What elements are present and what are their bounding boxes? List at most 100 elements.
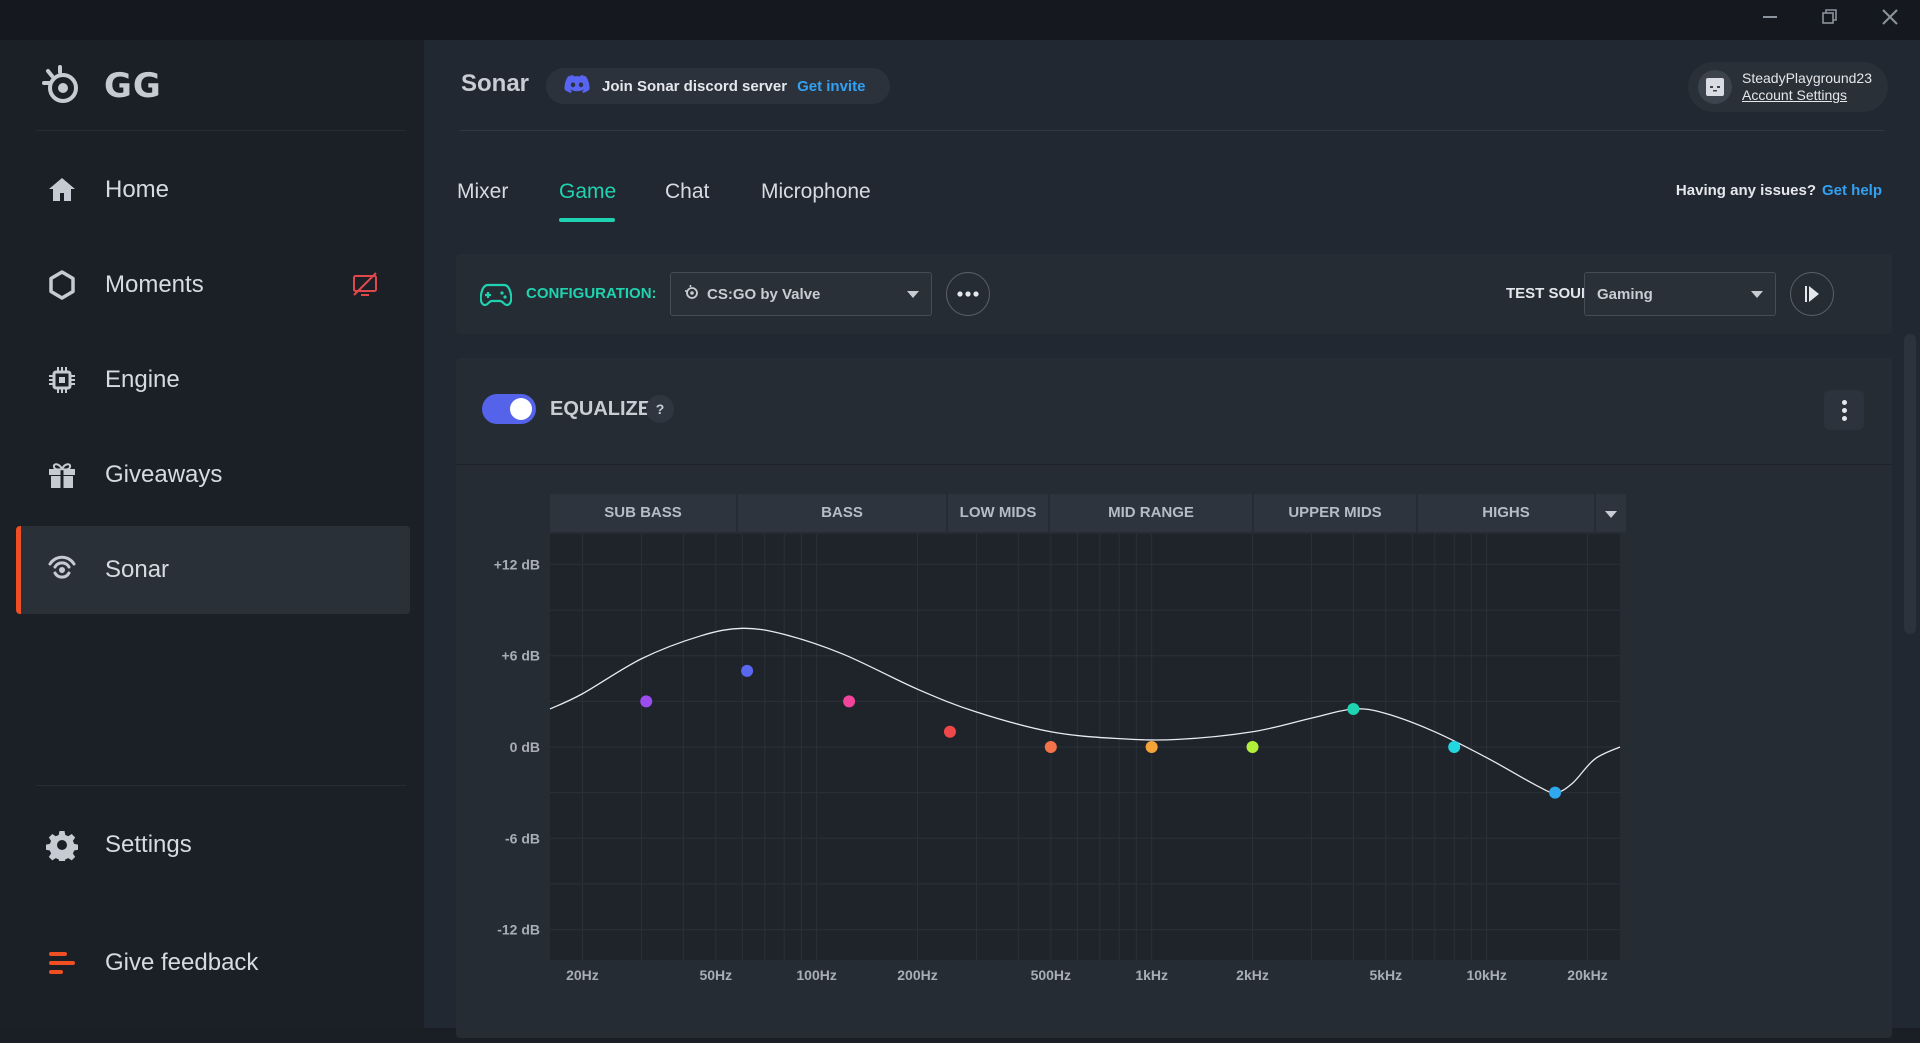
configuration-label: CONFIGURATION: [526, 285, 657, 302]
chevron-down-icon [907, 291, 919, 298]
help-text: Having any issues? Get help [1676, 182, 1882, 199]
gift-icon [44, 457, 80, 493]
sidebar-item-settings[interactable]: Settings [16, 801, 410, 889]
equalizer-chart[interactable]: +12 dB +6 dB 0 dB -6 dB -12 dB 20Hz 50Hz 100Hz 2… [456, 534, 1892, 1038]
equalizer-plot[interactable]: +12 dB +6 dB 0 dB -6 dB -12 dB 20Hz 50Hz 100Hz 2… [456, 534, 1892, 1038]
account-widget[interactable]: SteadyPlayground23 Account Settings [1688, 62, 1888, 112]
sidebar-item-label: Moments [105, 271, 204, 298]
sidebar-item-label: Engine [105, 366, 180, 393]
eq-band-point[interactable] [943, 725, 956, 738]
minimize-icon[interactable] [1750, 6, 1790, 34]
account-settings-link[interactable]: Account Settings [1742, 87, 1848, 103]
sidebar-item-sonar[interactable]: Sonar [16, 526, 410, 614]
discord-icon [564, 74, 590, 98]
sidebar-item-label: Giveaways [105, 461, 223, 488]
restore-icon[interactable] [1810, 6, 1850, 34]
configuration-value: CS:GO by Valve [707, 285, 821, 303]
sidebar-divider [36, 785, 406, 786]
gamepad-icon [479, 280, 513, 313]
eq-band-point[interactable] [1246, 741, 1259, 753]
configuration-select[interactable]: CS:GO by Valve [670, 272, 932, 316]
screen-off-icon [351, 271, 379, 304]
band-dropdown-button[interactable] [1596, 494, 1626, 532]
eq-band-point[interactable] [1448, 741, 1461, 753]
band-header[interactable]: LOW MIDS [948, 494, 1048, 532]
discord-text: Join Sonar discord server [602, 77, 788, 95]
toggle-knob [510, 398, 532, 420]
scrollbar[interactable] [1904, 334, 1916, 634]
page-title: Sonar [461, 70, 530, 97]
test-sound-label: TEST SOUND [1506, 285, 1603, 302]
x-tick-label: 20kHz [1567, 967, 1607, 983]
close-icon[interactable] [1870, 6, 1910, 34]
header-divider [460, 130, 1884, 131]
get-invite-link[interactable]: Get invite [797, 77, 866, 95]
sidebar-item-giveaways[interactable]: Giveaways [16, 431, 410, 519]
more-horizontal-icon [957, 291, 979, 297]
gear-icon [44, 827, 80, 863]
x-tick-label: 10kHz [1466, 967, 1506, 983]
eq-band-point[interactable] [640, 695, 653, 708]
equalizer-title: EQUALIZER [550, 398, 666, 420]
band-header[interactable]: UPPER MIDS [1254, 494, 1416, 532]
account-name: SteadyPlayground23 [1742, 70, 1872, 86]
band-header[interactable]: BASS [738, 494, 946, 532]
y-tick-label: +12 dB [494, 556, 540, 572]
band-header[interactable]: SUB BASS [550, 494, 736, 532]
discord-banner[interactable]: Join Sonar discord server Get invite [546, 68, 890, 104]
x-tick-label: 50Hz [699, 967, 732, 983]
test-sound-value: Gaming [1597, 285, 1653, 303]
test-sound-select[interactable]: Gaming [1584, 272, 1776, 316]
sidebar-item-label: Home [105, 176, 170, 203]
avatar [1698, 70, 1732, 104]
equalizer-toggle[interactable] [482, 394, 536, 424]
equalizer-help-badge[interactable]: ? [646, 395, 674, 423]
get-help-link[interactable]: Get help [1821, 182, 1882, 199]
steelseries-logo-icon [42, 65, 78, 103]
more-options-button[interactable] [946, 272, 990, 316]
eq-band-point[interactable] [1549, 786, 1562, 799]
y-tick-label: -12 dB [497, 922, 540, 938]
x-tick-label: 200Hz [897, 967, 937, 983]
active-tab-indicator [559, 218, 615, 222]
tab-chat[interactable]: Chat [665, 180, 710, 203]
equalizer-panel: EQUALIZER ? SUB BASS BASS LOW MIDS MID R… [456, 358, 1892, 1038]
app-logo[interactable]: GG [40, 64, 162, 108]
chevron-down-icon [1751, 291, 1763, 298]
x-tick-label: 5kHz [1369, 967, 1402, 983]
sidebar-item-label: Sonar [105, 556, 170, 583]
sidebar-item-label: Give feedback [105, 949, 259, 976]
home-icon [44, 172, 80, 208]
play-test-sound-button[interactable] [1790, 272, 1834, 316]
steelseries-small-icon [683, 284, 699, 304]
y-tick-label: 0 dB [510, 739, 540, 755]
help-question: Having any issues? [1675, 182, 1816, 199]
eq-band-point[interactable] [1347, 702, 1360, 715]
band-header[interactable]: HIGHS [1418, 494, 1594, 532]
sidebar-item-label: Settings [105, 831, 192, 858]
tab-game[interactable]: Game [559, 180, 617, 203]
equalizer-divider [456, 464, 1892, 465]
eq-band-point[interactable] [1044, 741, 1057, 753]
sidebar-item-home[interactable]: Home [16, 146, 410, 234]
y-tick-label: +6 dB [501, 648, 540, 664]
main-content: Sonar Join Sonar discord server Get invi… [424, 40, 1920, 1038]
eq-band-point[interactable] [1145, 741, 1158, 753]
eq-response-curve [549, 627, 1621, 794]
sidebar-item-engine[interactable]: Engine [16, 336, 410, 424]
tab-mixer[interactable]: Mixer [457, 180, 509, 203]
sidebar: GG Home Moments Engine [0, 40, 424, 1028]
logo-text: GG [104, 66, 162, 106]
hexagon-icon [44, 267, 80, 303]
sidebar-item-moments[interactable]: Moments [16, 241, 410, 329]
x-tick-label: 500Hz [1031, 967, 1071, 983]
tab-microphone[interactable]: Microphone [761, 180, 871, 203]
eq-band-point[interactable] [741, 664, 754, 677]
y-tick-label: -6 dB [505, 830, 540, 846]
equalizer-menu-button[interactable] [1824, 390, 1864, 430]
band-header[interactable]: MID RANGE [1050, 494, 1252, 532]
sidebar-item-feedback[interactable]: Give feedback [16, 919, 410, 1007]
chip-icon [44, 362, 80, 398]
eq-band-point[interactable] [843, 695, 856, 708]
title-bar [0, 0, 1920, 40]
